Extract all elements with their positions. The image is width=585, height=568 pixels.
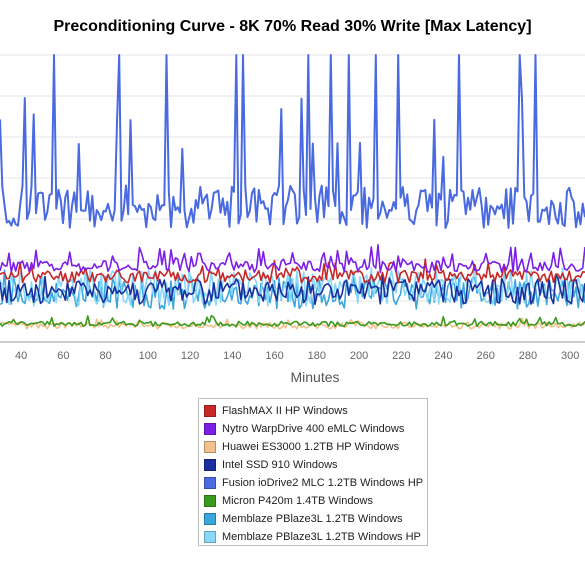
series-line	[0, 265, 585, 307]
x-tick-label: 180	[308, 350, 326, 362]
legend-swatch	[204, 531, 216, 543]
legend-item[interactable]: Micron P420m 1.4TB Windows	[204, 492, 427, 510]
legend-swatch	[204, 513, 216, 525]
x-tick-label: 80	[99, 350, 111, 362]
legend-item[interactable]: Huawei ES3000 1.2TB HP Windows	[204, 438, 427, 456]
legend-swatch	[204, 405, 216, 417]
series-lines	[0, 54, 585, 330]
x-tick-label: 160	[265, 350, 283, 362]
legend-item[interactable]: Memblaze PBlaze3L 1.2TB Windows HP	[204, 528, 427, 546]
series-line	[0, 244, 585, 274]
legend-swatch	[204, 459, 216, 471]
x-tick-label: 40	[15, 350, 27, 362]
legend-label: Intel SSD 910 Windows	[222, 459, 338, 471]
legend-swatch	[204, 495, 216, 507]
x-tick-label: 300	[561, 350, 579, 362]
legend-swatch	[204, 441, 216, 453]
x-tick-label: 60	[57, 350, 69, 362]
legend-item[interactable]: Nytro WarpDrive 400 eMLC Windows	[204, 420, 427, 438]
chart-title: Preconditioning Curve - 8K 70% Read 30% …	[53, 18, 532, 35]
x-tick-label: 100	[139, 350, 157, 362]
x-tick-label: 120	[181, 350, 199, 362]
legend-label: Nytro WarpDrive 400 eMLC Windows	[222, 423, 405, 435]
series-line	[0, 258, 585, 284]
chart-legend: FlashMAX II HP Windows Nytro WarpDrive 40…	[198, 398, 428, 546]
legend-label: Micron P420m 1.4TB Windows	[222, 495, 373, 507]
series-line	[0, 54, 585, 229]
legend-item[interactable]: Memblaze PBlaze3L 1.2TB Windows	[204, 510, 427, 528]
legend-label: Huawei ES3000 1.2TB HP Windows	[222, 441, 400, 453]
x-axis-label: Minutes	[290, 369, 340, 385]
legend-swatch	[204, 423, 216, 435]
legend-label: Memblaze PBlaze3L 1.2TB Windows	[222, 513, 403, 525]
series-line	[0, 317, 585, 330]
x-tick-label: 260	[477, 350, 495, 362]
series-line	[0, 269, 585, 310]
legend-swatch	[204, 477, 216, 489]
x-tick-label: 140	[223, 350, 241, 362]
x-tick-label: 240	[434, 350, 452, 362]
x-tick-label: 220	[392, 350, 410, 362]
x-tick-labels: 40 60 80 100 120 140 160 180 200 220 240 260 280 300	[15, 350, 579, 362]
legend-item[interactable]: FlashMAX II HP Windows	[204, 402, 427, 420]
legend-item[interactable]: Intel SSD 910 Windows	[204, 456, 427, 474]
legend-label: Memblaze PBlaze3L 1.2TB Windows HP	[222, 531, 421, 543]
x-tick-label: 280	[519, 350, 537, 362]
series-line	[0, 273, 585, 305]
chart-plot: 40 60 80 100 120 140 160 180 200 220 240 260 280 300	[0, 54, 585, 362]
legend-label: Fusion ioDrive2 MLC 1.2TB Windows HP	[222, 477, 424, 489]
x-tick-label: 200	[350, 350, 368, 362]
legend-label: FlashMAX II HP Windows	[222, 405, 348, 417]
legend-item[interactable]: Fusion ioDrive2 MLC 1.2TB Windows HP	[204, 474, 427, 492]
series-line	[0, 314, 585, 328]
